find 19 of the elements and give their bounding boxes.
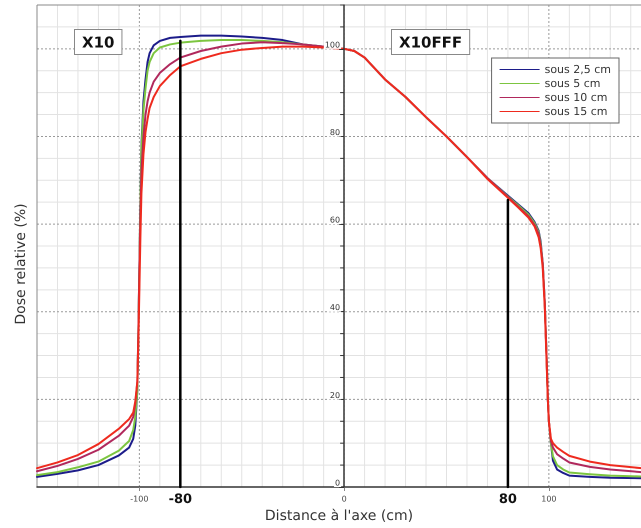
annotation: -80	[168, 492, 192, 507]
x-axis-title: Distance à l'axe (cm)	[264, 508, 414, 524]
annotation: X10	[82, 34, 114, 52]
x-tick-label: 0	[342, 494, 347, 504]
legend-label: sous 10 cm	[544, 91, 608, 104]
y-axis-title: Dose relative (%)	[13, 203, 29, 325]
y-tick-label: 60	[330, 216, 340, 225]
y-tick-label: 100	[324, 40, 340, 50]
annotation: 80	[498, 492, 517, 507]
legend-label: sous 2,5 cm	[544, 63, 612, 76]
legend-label: sous 5 cm	[544, 77, 601, 90]
x-tick-label: 100	[541, 494, 557, 504]
y-tick-label: 0	[335, 478, 340, 488]
y-tick-label: 20	[330, 390, 340, 400]
y-tick-label: 40	[330, 303, 340, 312]
annotation: X10FFF	[399, 34, 462, 52]
x-tick-label: -100	[130, 494, 148, 504]
y-tick-label: 80	[330, 128, 340, 137]
legend-label: sous 15 cm	[544, 105, 608, 118]
